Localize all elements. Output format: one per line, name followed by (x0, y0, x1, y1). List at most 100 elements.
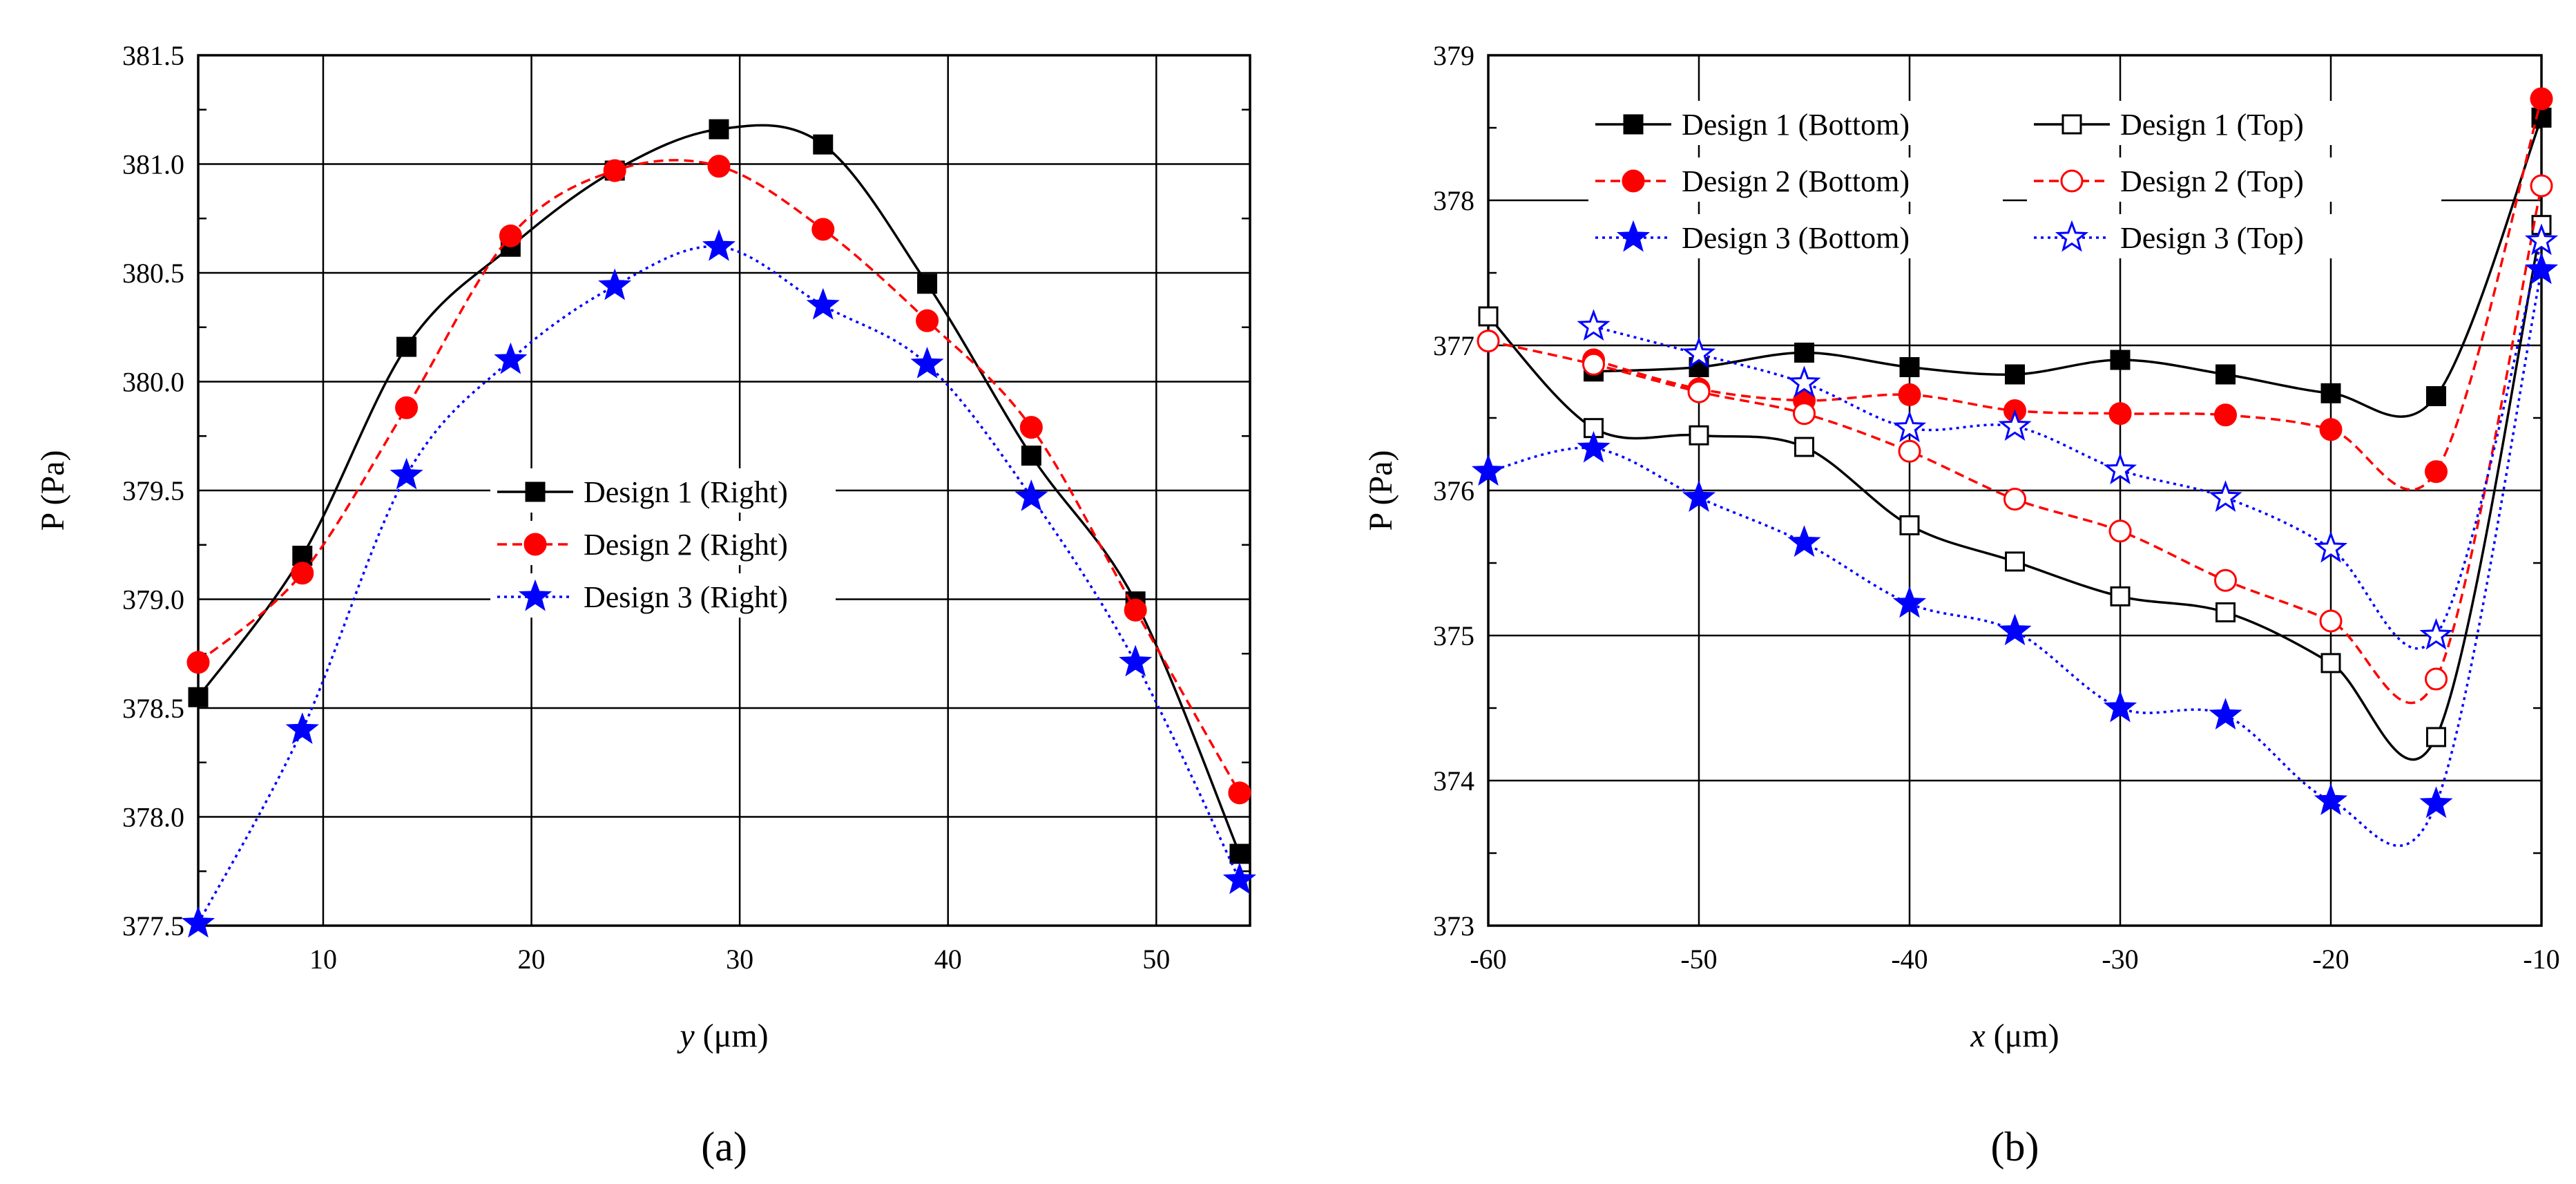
data-point (2320, 653, 2341, 674)
data-point (916, 309, 939, 332)
data-point (709, 119, 729, 140)
data-point (1019, 416, 1043, 439)
data-point (1021, 446, 1041, 466)
series-design-3-right (181, 229, 1256, 938)
legend-bg (1588, 214, 2003, 258)
data-point (1222, 862, 1256, 895)
data-point (2103, 690, 2137, 723)
data-point (1478, 306, 1499, 327)
data-point (499, 224, 522, 247)
plot-frame (1487, 54, 2543, 927)
legend-marker (525, 481, 546, 502)
data-point (2426, 727, 2446, 747)
data-point (2214, 403, 2237, 427)
series-line (1593, 240, 2543, 650)
x-tick-label: -20 (2312, 944, 2349, 975)
data-point (1689, 425, 1709, 446)
series-line (197, 124, 1241, 854)
y-tick-label: 378 (1433, 185, 1474, 216)
legend-entry: Design 2 (Top) (2027, 157, 2441, 202)
series-design-3-bottom (1471, 252, 2559, 847)
y-tick-label: 374 (1433, 765, 1474, 796)
data-point (1998, 613, 2032, 646)
data-point (2319, 418, 2343, 441)
legend-marker (1622, 169, 1645, 193)
data-point (2215, 364, 2236, 385)
legend-bg (2027, 157, 2441, 202)
y-tick-label: 381.0 (122, 149, 184, 180)
data-point (707, 155, 731, 178)
legend-marker (2055, 220, 2089, 252)
x-tick-label: -10 (2523, 944, 2559, 975)
x-tick-label: 10 (309, 944, 337, 975)
y-tick-label: 378.0 (122, 802, 184, 833)
data-point (2005, 551, 2025, 572)
legend-marker (2061, 114, 2082, 135)
legend-entry: Design 3 (Top) (2027, 214, 2441, 258)
data-point (188, 687, 209, 707)
x-tick-label: -50 (1680, 944, 1717, 975)
data-point (1787, 525, 1821, 557)
data-point (1898, 383, 1921, 406)
legend-marker (523, 533, 547, 556)
data-point (1682, 480, 1716, 512)
series-design-2-right (186, 155, 1251, 805)
x-axis-label: y (μm) (676, 1018, 768, 1054)
x-tick-label: 40 (934, 944, 962, 975)
data-point (2215, 602, 2236, 622)
y-tick-label: 378.5 (122, 693, 184, 724)
data-point (2419, 618, 2453, 650)
legend-entry: Design 2 (Right) (490, 521, 836, 565)
legend-label: Design 3 (Right) (584, 580, 788, 614)
data-point (910, 346, 944, 379)
data-point (1582, 352, 1605, 376)
series-design-1-bottom (1584, 107, 2552, 418)
legend-bg (2027, 101, 2441, 145)
legend: Design 1 (Bottom) Design 1 (Top) Design 2 … (1588, 101, 2441, 258)
data-point (2003, 488, 2026, 511)
legend-label: Design 2 (Right) (584, 528, 788, 562)
data-point (1477, 330, 1500, 353)
chart-a: 10 20 30 40 50 377.5 378.0 378.5 379.0 379.5 380.0… (35, 40, 1256, 1169)
data-point (598, 268, 632, 300)
y-tick-label: 380.5 (122, 258, 184, 289)
y-tick-label: 377.5 (122, 910, 184, 942)
data-point (2426, 386, 2446, 406)
y-tick-label: 376 (1433, 475, 1474, 506)
data-point (1787, 365, 1821, 398)
legend-label: Design 1 (Right) (584, 475, 788, 509)
y-tick-label: 380.0 (122, 367, 184, 398)
legend-entry: Design 1 (Top) (2027, 101, 2441, 145)
legend-bg (490, 521, 836, 565)
data-point (2530, 174, 2553, 198)
data-point (2425, 460, 2448, 484)
legend-label: Design 2 (Top) (2120, 164, 2304, 198)
data-point (2524, 223, 2559, 256)
data-point (186, 651, 210, 674)
series-line (1593, 98, 2543, 491)
data-point (1119, 644, 1153, 677)
legend-marker (1623, 114, 1644, 135)
x-axis-label: x (μm) (1970, 1018, 2059, 1054)
data-point (813, 134, 834, 155)
data-point (1892, 586, 1927, 618)
data-point (2314, 783, 2348, 815)
data-point (2531, 107, 2552, 128)
legend-bg (1588, 101, 2003, 145)
y-tick-label: 379 (1433, 40, 1474, 71)
legend-entry: Design 3 (Right) (490, 573, 836, 618)
legend-marker (518, 579, 552, 611)
y-tick-label: 377 (1433, 330, 1474, 361)
legend-label: Design 3 (Top) (2120, 221, 2304, 255)
data-point (1892, 410, 1927, 443)
figure-caption: (a) (701, 1124, 747, 1169)
data-point (1015, 479, 1048, 511)
x-tick-label: -30 (2102, 944, 2138, 975)
legend-entry: Design 1 (Right) (490, 468, 836, 513)
legend-marker (2060, 169, 2084, 193)
series-design-2-bottom (1582, 87, 2553, 491)
data-point (2419, 786, 2453, 819)
legend-bg (2027, 214, 2441, 258)
figure-caption: (b) (1991, 1124, 2039, 1169)
